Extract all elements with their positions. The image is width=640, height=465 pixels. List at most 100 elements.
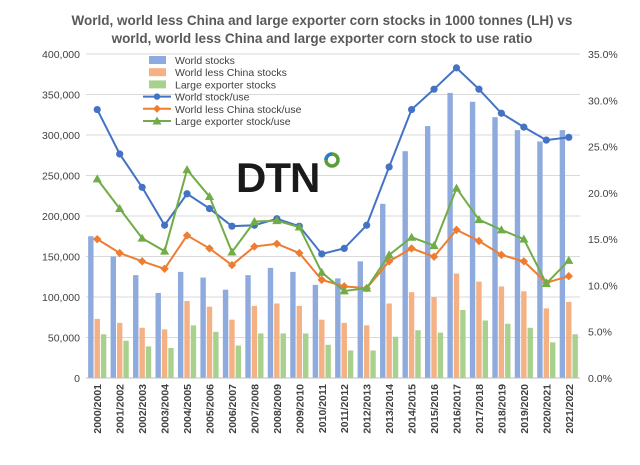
line-point [519,234,529,243]
bar [94,318,100,378]
x-axis-tick-label: 2000/2001 [92,384,104,434]
bar [123,340,129,378]
bar [415,330,421,378]
bar [527,327,533,378]
line-point [407,105,416,114]
x-axis-tick-label: 2012/2013 [362,384,374,434]
line-point [497,250,506,260]
line-point [565,133,573,141]
bar [363,325,370,378]
line-point [520,123,528,131]
bar [347,350,354,378]
left-axis-tick-label: 300,000 [42,130,80,142]
bar [521,291,527,378]
bar [335,278,341,378]
dtn-logo: DTN [236,152,340,201]
line-point [160,264,169,273]
line-point [249,216,260,226]
line-point [385,163,393,171]
line-point [429,252,439,261]
legend-label: Large exporter stocks [175,79,276,91]
line-series-group [92,64,574,295]
bar-series-group [88,92,578,379]
bar [133,275,139,378]
bar [296,305,303,378]
bar [566,301,572,378]
bar [482,320,489,378]
bar [392,336,399,378]
line-point [137,257,147,266]
x-axis-tick-label: 2013/2014 [384,384,396,434]
line-point [317,267,327,276]
bar [312,284,319,378]
bar [200,277,206,378]
line-point [272,216,282,225]
line-point [362,283,372,292]
line-point [116,150,124,158]
series-line [96,167,570,293]
legend-swatch [149,80,166,89]
line-point [92,174,102,183]
bar [505,323,511,378]
line-point [205,204,214,213]
bar [537,141,543,378]
bar [341,322,347,378]
line-point [474,215,484,224]
left-axis-tick-label: 400,000 [42,49,80,61]
legend-marker [153,93,161,100]
left-axis-tick-label: 350,000 [42,90,80,102]
line-point [250,242,259,251]
line-point [497,109,506,117]
left-axis-tick-label: 250,000 [42,171,80,183]
legend-label: World stock/use [175,92,250,104]
bar [559,130,566,378]
bar [267,267,274,378]
bar [155,292,161,378]
bar [514,130,521,378]
line-point [182,231,192,240]
right-axis-tick-label: 25.0% [588,142,618,154]
bar [290,271,296,378]
line-point [227,247,237,256]
x-axis-tick-label: 2014/2015 [407,384,419,434]
bar [161,329,168,378]
bar [258,333,264,378]
x-axis-tick-label: 2001/2002 [115,384,127,434]
x-axis-tick-labels: 2000/2001 2001/2002 2002/2003 2003/2004 2004… [92,384,576,434]
x-axis-tick-label: 2003/2004 [160,384,172,434]
bar [184,301,190,378]
legend-marker [153,104,161,113]
line-point [318,250,326,258]
legend-label: World less China stocks [175,67,287,79]
right-axis-tick-label: 15.0% [588,234,618,246]
bar [402,151,408,378]
line-point [138,183,146,191]
left-axis-tick-label: 200,000 [42,211,80,223]
right-axis-tick-label: 20.0% [588,188,618,200]
bar [222,289,229,378]
bar [447,92,453,378]
line-point [115,248,124,258]
x-axis-tick-label: 2016/2017 [452,384,464,434]
line-point [227,260,237,270]
series-line [96,228,570,290]
legend-label: Large exporter stock/use [175,116,291,128]
line-point [384,250,394,259]
line-point [294,222,304,231]
right-axis-tick-labels: 0.0% 5.0% 10.0% 15.0% 20.0% 25.0% 30.0% 35.0% [588,49,618,385]
bar [88,236,94,378]
line-point [429,241,439,250]
right-axis-tick-label: 0.0% [588,373,612,385]
left-axis-tick-label: 100,000 [42,292,80,304]
gridlines [86,53,580,338]
legend-swatch [149,68,166,77]
line-point [295,248,304,258]
line-point [339,286,349,295]
bar [229,319,235,378]
legend-label: World stocks [175,55,235,67]
x-axis-tick-label: 2010/2011 [317,384,329,433]
line-point [474,236,484,246]
line-point [519,257,529,266]
